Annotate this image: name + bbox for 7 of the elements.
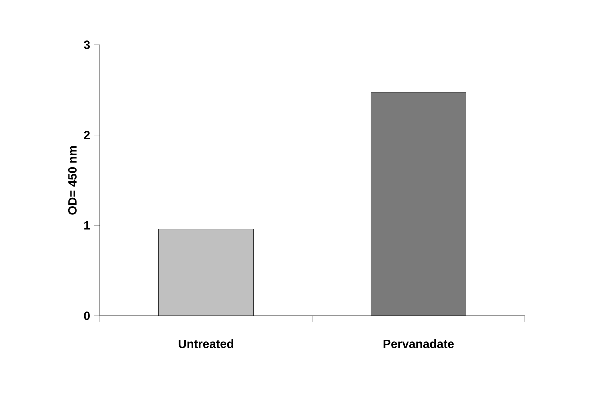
- x-tick-label: Untreated: [178, 340, 234, 348]
- y-tick-label: 0: [84, 312, 90, 320]
- y-axis-title: OD= 450 nm: [68, 146, 77, 215]
- y-tick-label: 3: [84, 40, 90, 50]
- y-tick-label: 1: [84, 222, 90, 230]
- x-tick-label: Pervanadate: [384, 340, 454, 348]
- y-tick-label: 2: [84, 131, 90, 140]
